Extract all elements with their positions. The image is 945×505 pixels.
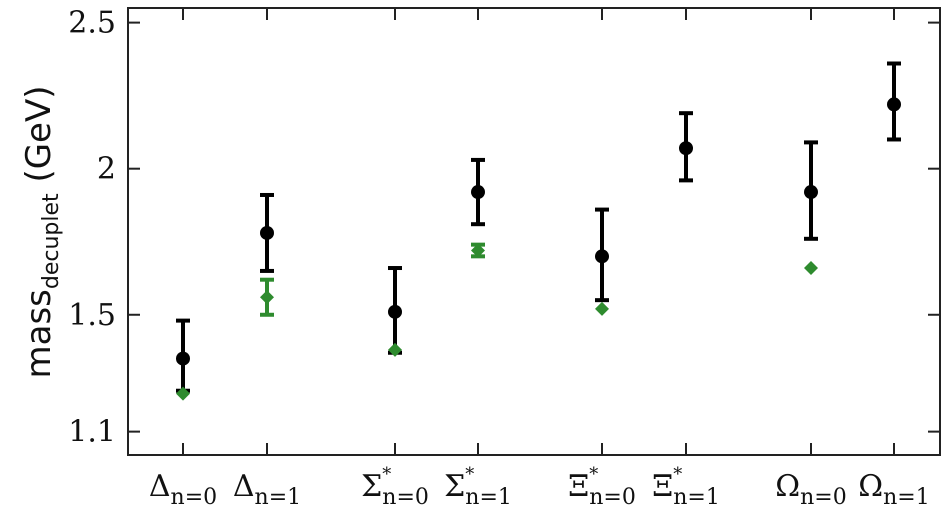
data-point-circle bbox=[388, 304, 402, 319]
y-tick-label: 2 bbox=[97, 152, 116, 187]
data-point-diamond bbox=[804, 261, 818, 276]
y-tick-label: 1.1 bbox=[68, 415, 116, 450]
series-1 bbox=[176, 61, 901, 393]
data-point-circle bbox=[471, 185, 485, 200]
data-point-diamond bbox=[471, 243, 485, 258]
y-tick-label: 2.5 bbox=[68, 6, 116, 41]
data-point-circle bbox=[176, 351, 190, 366]
x-tick-label: Δn=1 bbox=[233, 469, 301, 505]
data-point-circle bbox=[679, 141, 693, 156]
data-point-circle bbox=[595, 249, 609, 264]
x-tick-label: Σ* n=1 bbox=[444, 464, 512, 505]
x-tick-label: Ωn=0 bbox=[775, 469, 846, 505]
data-point-diamond bbox=[388, 342, 402, 357]
x-tick-label: Ξ* n=1 bbox=[652, 464, 720, 505]
series-2 bbox=[176, 242, 818, 401]
y-axis-title: massdecuplet (GeV) bbox=[19, 85, 64, 378]
data-point-diamond bbox=[260, 290, 274, 305]
x-tick-label: Ωn=1 bbox=[858, 469, 929, 505]
x-tick-label: Δn=0 bbox=[149, 469, 217, 505]
y-tick-label: 1.5 bbox=[68, 298, 116, 333]
data-point-circle bbox=[260, 225, 274, 240]
data-point-circle bbox=[804, 185, 818, 200]
plot-frame bbox=[127, 7, 941, 456]
data-series bbox=[176, 61, 901, 401]
x-tick-label: Ξ* n=0 bbox=[568, 464, 636, 505]
plot-border bbox=[127, 7, 941, 456]
x-tick-label: Σ* n=0 bbox=[361, 464, 429, 505]
y-axis: 1.1 1.5 2 2.5 bbox=[68, 6, 940, 450]
data-point-diamond bbox=[176, 386, 190, 401]
data-point-diamond bbox=[595, 301, 609, 316]
x-axis: Δn=0 Δn=1 Σ* n=0 Σ* n=1 Ξ* n=0 Ξ* n=1 Ωn=0 Ωn=1 bbox=[149, 8, 930, 505]
data-point-circle bbox=[887, 97, 901, 112]
